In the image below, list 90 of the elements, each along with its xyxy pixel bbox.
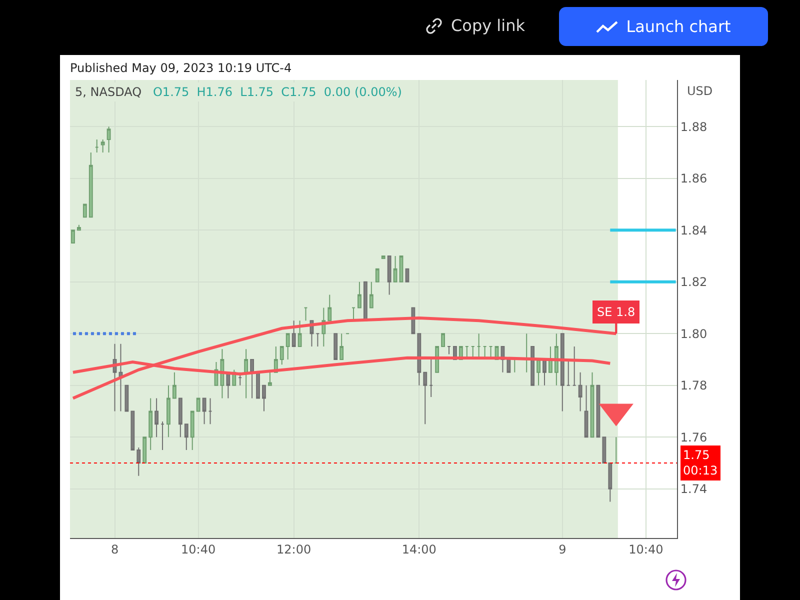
candlestick [375,268,380,282]
candlestick [256,372,260,399]
candlestick [208,398,212,425]
candlestick [530,346,535,386]
candlestick [88,152,93,218]
text: Launch chart [626,17,731,36]
y-tick-label: 1.78 [680,378,708,393]
x-tick-label: 14:00 [402,542,436,556]
text: Copy link [451,16,525,35]
y-tick-label: 1.80 [680,326,708,341]
candlestick [358,281,362,308]
candlestick [196,398,200,412]
candlestick [154,398,159,438]
x-tick-label: 12:00 [276,542,312,556]
candlestick [560,333,564,412]
candlestick [423,372,428,425]
candlestick [328,294,332,322]
line-series [71,316,618,400]
y-tick-label: 1.76 [680,430,708,444]
candlestick [292,320,296,348]
candlestick [417,333,422,386]
candlestick [124,384,129,412]
candlestick [316,333,320,348]
candlestick [160,421,164,451]
candlestick [190,410,194,451]
candlestick [536,358,540,386]
candlestick [112,343,117,412]
y-tick-label: 1.88 [680,120,708,134]
candlestick [381,255,386,260]
candlestick [178,398,182,438]
candlestick [429,358,434,398]
candlestick [608,462,612,502]
candlestick [340,333,344,360]
candlestick [82,204,87,218]
candlestick [506,358,511,373]
candlestick [262,384,266,412]
candlestick [76,224,81,231]
candlestick [334,333,338,360]
candlestick [554,333,558,386]
candlestick [250,358,254,399]
candlestick [441,333,445,348]
candlestick [542,358,546,386]
candlestick [590,372,594,438]
candlestick [148,398,153,451]
y-axis-title: USD [687,84,713,98]
x-tick-label: 8 [110,542,119,556]
candlestick [566,358,570,386]
y-tick-label: 1.84 [680,223,708,238]
candlestick [268,372,272,386]
candlestick [352,307,356,322]
candlestick [572,346,576,386]
x-tick-label: 10:40 [628,542,664,556]
candlestick [304,307,308,322]
candlestick [584,384,588,438]
chart-title: 5, NASDAQ [75,85,142,99]
candlestick [71,230,75,244]
candlestick [106,126,111,153]
candlestick [172,372,176,399]
candlestick [298,320,302,348]
y-tick-label: 1.86 [680,172,708,186]
candlestick [202,398,206,425]
candlestick [244,348,248,399]
candlestick [393,255,398,282]
candlestick [142,436,147,464]
candlestick [280,346,284,366]
y-tick-label: 1.82 [680,275,708,290]
x-tick-label: 10:40 [181,542,216,556]
candlestick [220,348,224,399]
candlestick [614,436,618,464]
y-tick-label: 1.74 [680,482,708,496]
candlestick [130,410,135,451]
candlestick [387,255,392,296]
annotation: SE 1.8 [597,305,636,319]
ref-line-label: 1.75 00:13 [683,448,718,478]
candlestick [578,372,582,412]
candlestick [184,424,188,451]
candlestick [94,139,99,153]
candlestick [286,333,290,360]
x-tick-label: 9 [558,542,566,556]
candlestick [118,343,123,412]
candlestick [548,346,552,373]
text: Published May 09, 2023 10:19 UTC-4 [70,61,292,75]
candlestick [447,346,451,355]
candlestick [363,281,368,322]
candlestick [602,436,606,464]
candlestick [136,446,141,476]
candlestick [369,281,374,308]
candlestick [100,139,105,153]
chart-subtitle: O1.75 H1.76 L1.75 C1.75 0.00 (0.00%) [152,85,402,99]
candlestick [166,384,170,438]
